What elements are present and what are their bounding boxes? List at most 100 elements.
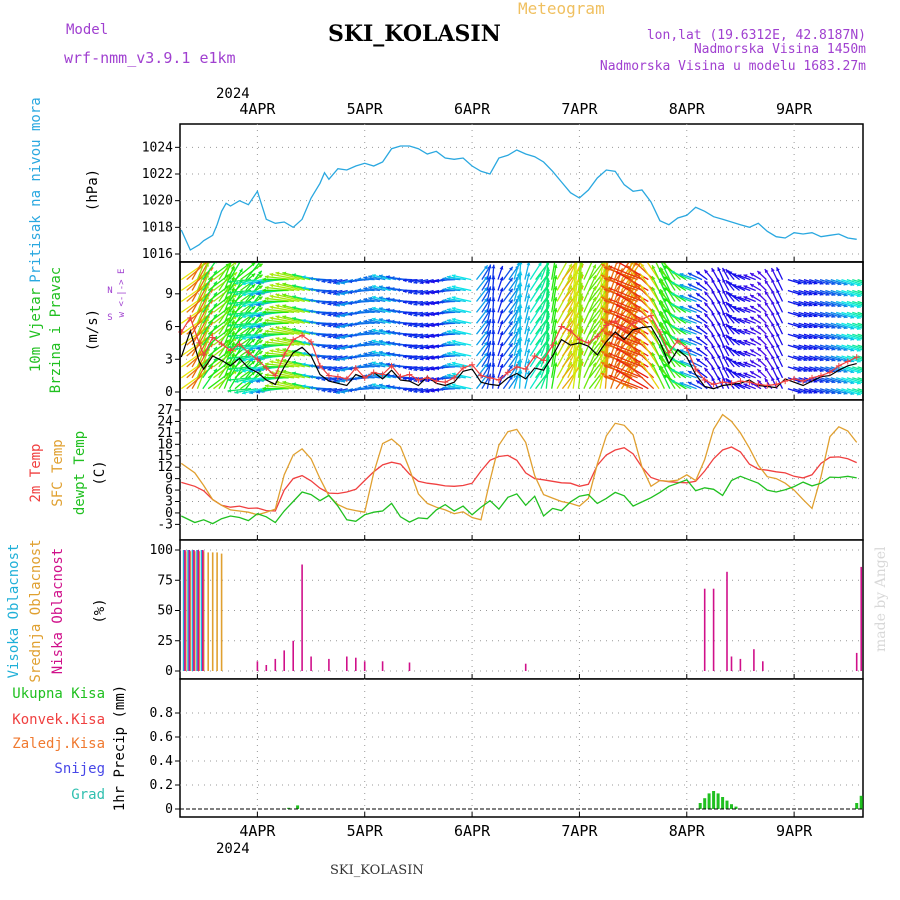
wind-arrow-head — [499, 331, 504, 336]
wind-arrow-head — [491, 264, 496, 269]
wind-arrow — [610, 262, 618, 280]
wind-arrow-head — [292, 316, 296, 321]
wind-arrow-head — [737, 329, 742, 333]
precip-unit: 1hr Precip (mm) — [112, 685, 128, 811]
wind-arrow — [202, 346, 218, 368]
wind-arrow-head — [487, 340, 492, 345]
wind-arrow — [264, 330, 295, 335]
wind-arrow — [603, 364, 638, 379]
wind-arrow-head — [743, 318, 748, 322]
dewpt-line — [181, 475, 857, 525]
wind-arrow-head — [269, 294, 274, 299]
wind-arrow — [604, 322, 609, 357]
wind-arrow-head — [327, 312, 332, 317]
wind-arrow-head — [608, 331, 613, 335]
wind-arrow — [223, 276, 235, 302]
wind-arrow-head — [402, 365, 407, 370]
wind-arrow-head — [363, 341, 368, 346]
wind-arrow-head — [242, 358, 246, 362]
wind-arrow-head — [651, 276, 656, 281]
wind-arrow-head — [336, 390, 340, 395]
wind-arrow-head — [600, 307, 605, 311]
wind-arrow — [202, 291, 218, 313]
wind-arrow-head — [251, 262, 256, 267]
wind-arrow-head — [592, 264, 596, 269]
wind-arrow-head — [275, 315, 280, 319]
wind-arrow-head — [704, 367, 709, 372]
wind-arrow-head — [419, 280, 424, 285]
wind-arrow-head — [743, 339, 748, 344]
wind-arrow-head — [372, 339, 376, 344]
date-label-top: 5APR — [347, 100, 384, 118]
wind-arrow-head — [696, 304, 701, 308]
wind-arrow — [604, 267, 609, 302]
wind-arrow-head — [869, 316, 873, 320]
wind-arrow-head — [679, 349, 684, 353]
wind-arrow — [223, 297, 235, 324]
wind-arrow-head — [227, 301, 232, 306]
speed-point — [665, 349, 672, 356]
wind-arrow-head — [711, 322, 716, 327]
wind-arrow — [556, 262, 568, 280]
wind-arrow-head — [260, 301, 265, 305]
y-tick-label: 27 — [157, 403, 173, 418]
wind-arrow — [234, 366, 257, 372]
wind-arrow-head — [757, 369, 762, 373]
wind-arrow-head — [419, 313, 424, 317]
precip-legend-item: Grad — [71, 787, 105, 803]
wind-arrow — [857, 388, 863, 392]
wind-arrow-head — [431, 345, 435, 349]
wind-arrow-head — [249, 303, 254, 307]
wind-arrow-head — [269, 327, 274, 332]
wind-arrow-head — [292, 295, 296, 299]
speed-point — [719, 379, 726, 386]
wind-arrow-head — [353, 343, 357, 348]
wind-arrow-head — [732, 328, 737, 332]
wind-arrow-head — [425, 323, 430, 328]
wind-arrow-head — [264, 296, 269, 301]
wind-arrow-head — [282, 315, 287, 319]
wind-arrow-head — [264, 329, 269, 334]
wind-arrow-head — [663, 265, 668, 270]
wind-arrow-head — [402, 311, 407, 315]
wind-arrow-head — [231, 341, 235, 346]
wind-arrow-head — [660, 369, 665, 373]
precip-legend: Ukupna Kisa Konvek.Kisa Zaledj.Kisa Snijeg G… — [12, 686, 105, 803]
wind-arrow — [603, 266, 638, 281]
wind-arrow-head — [292, 306, 296, 310]
wind-arrow-head — [348, 279, 353, 284]
wind-arrow — [223, 287, 235, 313]
wind-arrow — [264, 308, 295, 314]
wind-arrow-head — [711, 366, 716, 371]
wind-arrow-head — [737, 307, 742, 311]
wind-arrow-head — [725, 345, 730, 350]
wind-arrow-head — [368, 307, 373, 312]
wind-arrow-head — [336, 346, 340, 351]
sfc-temp-line — [180, 413, 858, 521]
wind-arrow-head — [600, 318, 605, 322]
wind-arrow-head — [722, 322, 726, 327]
wind-arrow-head — [553, 340, 558, 345]
wind-arrow-head — [451, 317, 456, 322]
wind-arrow-head — [446, 351, 451, 356]
wind-arrow-head — [315, 354, 320, 359]
wind-arrow — [282, 381, 311, 390]
wind-arrow-head — [446, 362, 451, 367]
wind-arrow-head — [446, 286, 451, 290]
wind-arrow-head — [242, 390, 246, 395]
wind-arrow — [202, 281, 218, 302]
speed-point — [612, 318, 619, 325]
wind-arrow — [857, 311, 863, 315]
panel-frame — [179, 678, 864, 818]
wind-arrow-head — [568, 340, 572, 345]
wind-arrow-head — [663, 374, 668, 379]
wind-arrow-head — [269, 283, 274, 288]
wind-arrow-head — [717, 321, 721, 326]
speed-point — [791, 375, 798, 382]
wind-arrow-head — [679, 294, 684, 299]
wind-arrow-head — [442, 320, 447, 325]
pressure-label: Pritisak na nivou mora — [28, 97, 44, 282]
wind-arrow-head — [321, 312, 326, 316]
wind-arrow-head — [402, 300, 407, 304]
